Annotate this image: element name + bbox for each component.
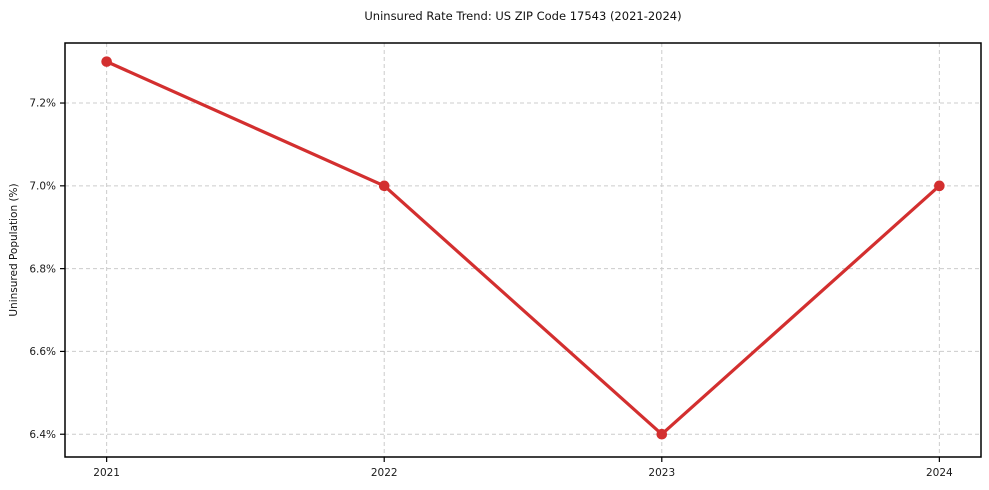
y-tick-label: 7.0% (29, 181, 56, 193)
data-point-marker (656, 428, 668, 440)
x-tick-label: 2024 (926, 467, 953, 479)
x-tick-label: 2023 (648, 467, 675, 479)
chart-title: Uninsured Rate Trend: US ZIP Code 17543 … (364, 9, 682, 23)
trend-line (105, 60, 941, 436)
data-point-marker (101, 56, 112, 67)
y-tick-label: 6.4% (29, 429, 56, 441)
x-tick-label: 2021 (93, 467, 120, 479)
y-axis-label: Uninsured Population (%) (8, 183, 20, 317)
x-tick-label: 2022 (371, 467, 398, 479)
plot-border (64, 42, 982, 458)
y-tick-label: 7.2% (29, 98, 56, 110)
data-point-marker (934, 180, 945, 192)
y-tick-label: 6.6% (29, 346, 56, 358)
data-point-marker (378, 180, 390, 192)
y-tick-label: 6.8% (29, 263, 56, 275)
